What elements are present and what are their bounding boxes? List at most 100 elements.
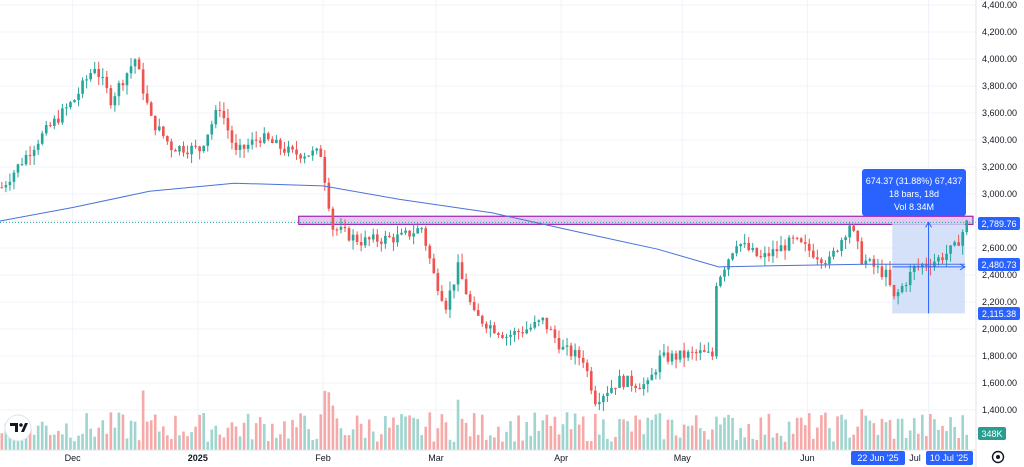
volume-bar [630, 431, 633, 450]
candle-body [48, 125, 52, 127]
price-axis[interactable]: 1,400.00 1,600.00 1,800.00 2,000.00 2,200.00… [975, 0, 1017, 467]
candle-body [589, 371, 593, 391]
candle-body [953, 242, 956, 246]
candle-body [57, 118, 60, 123]
volume-bar [638, 419, 642, 450]
volume-bar [339, 428, 343, 450]
candle-body [121, 83, 125, 86]
moving-average-line [0, 182, 965, 268]
candle-body [763, 253, 767, 258]
volume-bar [937, 429, 940, 450]
candle-body [787, 237, 791, 251]
volume-bar [287, 438, 290, 450]
candle-body [97, 68, 101, 77]
volume-bar [145, 421, 149, 450]
candle-body [141, 69, 145, 94]
volume-bar [468, 436, 472, 450]
candle-body [497, 333, 500, 336]
volume-bar [484, 439, 488, 450]
candle-body [424, 228, 428, 246]
volume-bar [327, 392, 331, 450]
volume-bar [460, 418, 464, 450]
volume-bar [170, 438, 173, 450]
candle-body [375, 234, 379, 242]
volume-bar [876, 434, 880, 450]
time-axis[interactable]: Dec 2025 Feb Mar Apr May Jun [0, 449, 976, 463]
candle-body [178, 146, 181, 152]
candle-body [327, 182, 331, 209]
volume-bar [61, 434, 64, 450]
settings-gear-icon[interactable] [991, 450, 1005, 464]
candle-body [420, 228, 424, 230]
candle-body [735, 246, 738, 254]
candle-body [444, 300, 448, 310]
volume-bar [202, 413, 206, 450]
volume-bar [900, 418, 904, 450]
volume-bar [658, 413, 662, 450]
volume-bar [323, 390, 327, 450]
candle-body [541, 317, 545, 321]
candle-body [533, 321, 537, 328]
volume-bar [565, 412, 569, 450]
candle-body [731, 253, 734, 260]
volume-bar [553, 416, 557, 450]
candle-body [343, 226, 347, 229]
volume-label: 348K [978, 427, 1006, 440]
tradingview-logo-icon[interactable] [4, 414, 32, 442]
candle-body [53, 118, 56, 126]
candle-body [287, 146, 290, 153]
candle-body [581, 357, 585, 363]
candle-body [521, 332, 524, 334]
candle-body [678, 350, 682, 360]
volume-bar [343, 435, 347, 450]
candle-body [69, 102, 72, 108]
resistance-zone-rect[interactable] [298, 215, 974, 225]
volume-bar [694, 415, 698, 450]
candle-body [460, 262, 464, 280]
x-tick-label: Mar [428, 453, 444, 463]
volume-bar [384, 416, 387, 450]
candle-body [291, 146, 294, 150]
candle-body [145, 93, 149, 103]
candle-body [89, 73, 92, 80]
volume-bar [888, 420, 892, 450]
candle-body [367, 237, 371, 240]
volume-bar [315, 438, 319, 450]
candle-body [32, 149, 36, 156]
volume-bar [194, 426, 197, 450]
candle-body [258, 140, 262, 143]
x-tick-label: May [674, 453, 692, 463]
candle-body [896, 292, 900, 297]
volume-bar [965, 434, 969, 450]
volume-bar [702, 431, 706, 450]
volume-bar [182, 431, 185, 450]
volume-bar [230, 422, 234, 450]
volume-bar [363, 437, 367, 450]
candle-body [650, 374, 654, 381]
x-tick-jul-highlight: Jul [909, 453, 921, 463]
volume-bar [573, 413, 577, 450]
candle-body [347, 228, 351, 241]
measure-start-date-label: 22 Jun '25 [851, 451, 905, 465]
volume-bar [222, 437, 226, 450]
candle-body [828, 256, 831, 264]
resistance-zone[interactable] [298, 215, 974, 225]
volume-bar [848, 437, 851, 450]
candle-body [218, 109, 222, 111]
volume-bar [832, 441, 835, 450]
volume-bar [113, 427, 117, 450]
volume-bar [77, 435, 80, 450]
candle-body [844, 237, 847, 241]
volume-bar [682, 424, 686, 450]
candle-body [412, 233, 415, 237]
candle-body [759, 256, 763, 258]
candle-body [888, 269, 892, 286]
svg-text:2,115.38: 2,115.38 [982, 309, 1016, 319]
volume-bar [856, 426, 860, 450]
candle-body [654, 372, 658, 375]
y-tick-label: 3,600.00 [982, 108, 1017, 118]
volume-bar [622, 419, 625, 450]
volume-bar [921, 414, 924, 450]
candle-body [250, 139, 254, 145]
